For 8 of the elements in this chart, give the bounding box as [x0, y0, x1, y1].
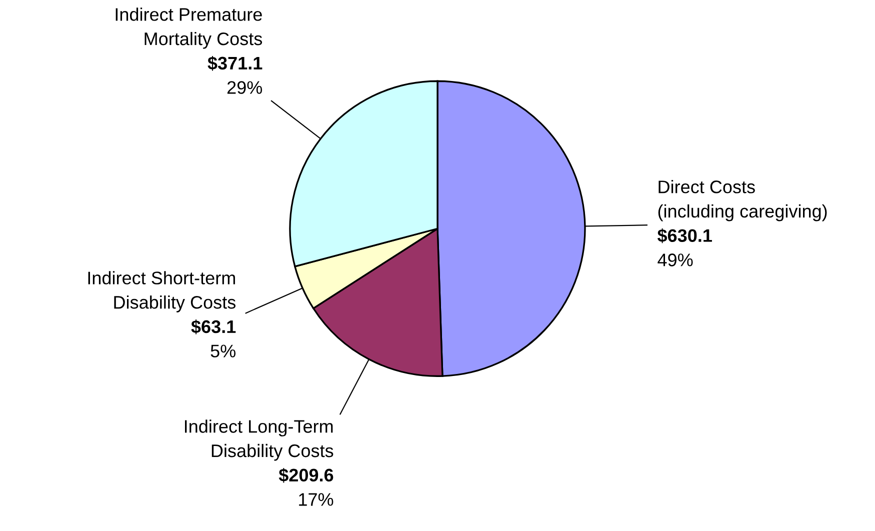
data-label: $630.1 49%	[657, 228, 712, 266]
slice-label: Indirect Long-Term Disability Costs	[184, 420, 334, 461]
data-label: $63.1 5%	[191, 320, 236, 358]
slice-label: Indirect Short-term Disability Costs	[88, 271, 236, 312]
slice-label: Indirect Premature Mortality Costs	[116, 8, 262, 49]
slice-label: Direct Costs (including caregiving)	[658, 180, 827, 222]
data-label: $209.6 17%	[278, 468, 334, 506]
data-label: $371.1 29%	[208, 56, 262, 94]
